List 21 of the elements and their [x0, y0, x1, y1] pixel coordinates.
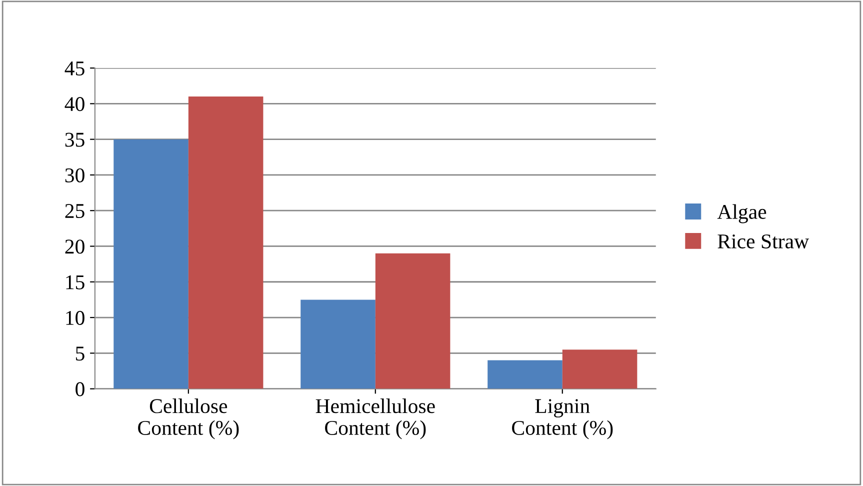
- y-tick-label: 10: [66, 310, 84, 325]
- y-tick-label: 45: [64, 62, 84, 76]
- bar: [562, 350, 638, 389]
- x-tick-label: Lignin Content (%): [512, 399, 613, 440]
- y-tick-label: 15: [66, 275, 84, 290]
- y-tick-label: 5: [76, 346, 84, 361]
- x-tick-label: Hemicellulose Content (%): [316, 398, 435, 440]
- bar: [488, 360, 562, 389]
- y-tick-label: 30: [65, 168, 84, 182]
- y-tick-label: 40: [64, 97, 84, 112]
- bar: [300, 300, 376, 389]
- bar: [188, 96, 264, 389]
- legend-label: Algae: [717, 204, 766, 224]
- x-tick-label: Cellulose Content (%): [138, 398, 239, 440]
- y-tick-label: 0: [76, 382, 84, 396]
- legend-label: Rice Straw: [718, 234, 809, 248]
- bar: [375, 253, 450, 389]
- y-tick-label: 35: [65, 132, 84, 147]
- y-tick-label: 25: [65, 204, 84, 218]
- y-tick-label: 20: [65, 240, 84, 254]
- bar: [114, 139, 188, 389]
